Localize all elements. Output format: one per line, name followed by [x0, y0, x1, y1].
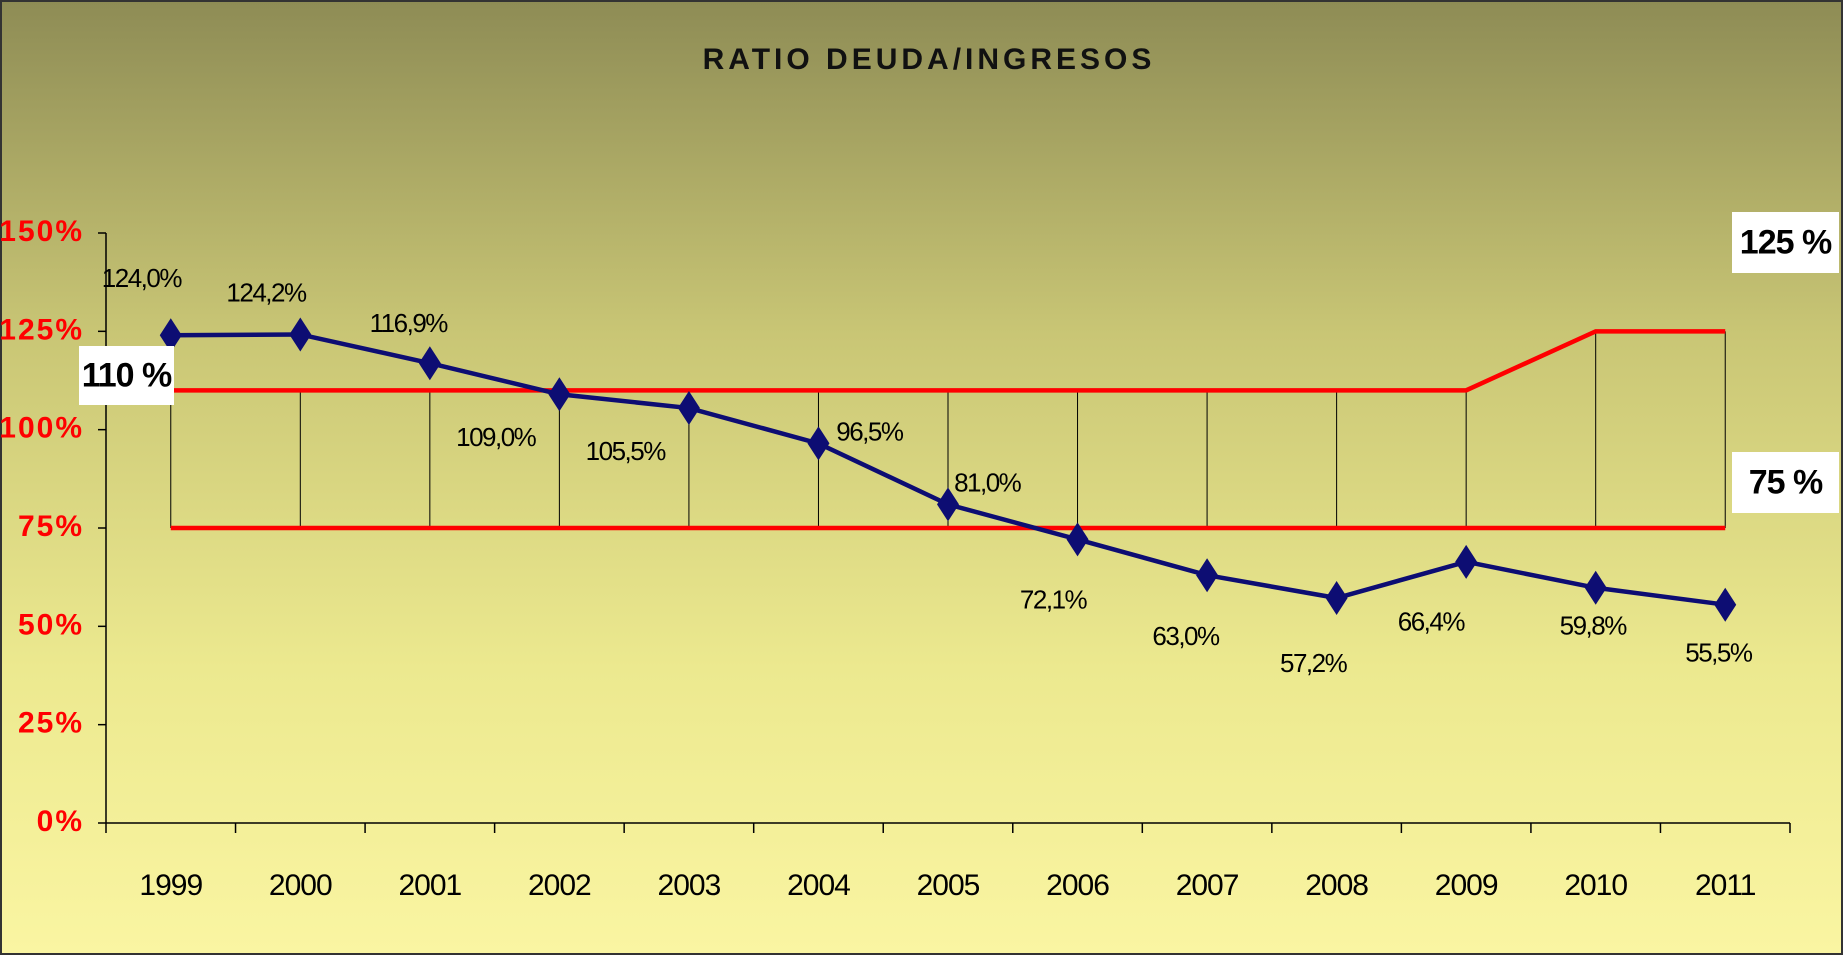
data-label: 72,1% [1020, 584, 1088, 614]
x-tick-label: 2000 [269, 869, 332, 902]
data-label: 109,0% [456, 422, 537, 452]
marker [159, 318, 182, 353]
annotation-box [79, 346, 174, 405]
annotation-box [1732, 212, 1839, 273]
x-tick-label: 1999 [139, 869, 202, 902]
marker [1584, 570, 1607, 605]
x-tick-label: 2003 [658, 869, 721, 902]
marker [1196, 558, 1219, 593]
y-tick-label: 50% [18, 608, 84, 641]
marker [1325, 581, 1348, 616]
y-tick-label: 125% [0, 313, 84, 346]
data-label: 96,5% [836, 416, 904, 446]
data-label: 116,9% [370, 308, 449, 338]
annotation-box [1732, 452, 1839, 513]
marker [677, 391, 700, 426]
data-label: 105,5% [586, 436, 667, 466]
x-tick-label: 2001 [398, 869, 461, 902]
chart-title: RATIO DEUDA/INGRESOS [703, 43, 1156, 76]
data-label: 124,0% [102, 263, 183, 293]
data-label: 59,8% [1560, 611, 1628, 641]
y-tick-label: 150% [0, 215, 84, 248]
annotation: 110 % [82, 356, 172, 394]
series-line [170, 329, 1726, 393]
data-label: 81,0% [954, 467, 1022, 497]
y-tick-label: 75% [18, 510, 84, 543]
data-label: 63,0% [1152, 621, 1220, 651]
x-tick-label: 2010 [1564, 869, 1627, 902]
x-tick-label: 2006 [1046, 869, 1109, 902]
data-label: 124,2% [226, 277, 307, 307]
marker [548, 377, 571, 412]
x-tick-label: 2008 [1305, 869, 1368, 902]
data-label: 57,2% [1280, 648, 1348, 678]
x-tick-label: 2005 [917, 869, 980, 902]
annotation: 125 % [1740, 223, 1832, 261]
marker [418, 346, 441, 381]
x-tick-label: 2011 [1695, 869, 1756, 902]
annotation: 75 % [1749, 463, 1823, 501]
marker [1066, 522, 1089, 557]
y-tick-label: 25% [18, 707, 84, 740]
y-tick-label: 100% [0, 412, 84, 445]
data-label: 55,5% [1685, 638, 1753, 668]
x-tick-label: 2007 [1176, 869, 1239, 902]
marker [289, 317, 312, 352]
marker [1714, 587, 1737, 622]
marker [937, 487, 959, 522]
marker [807, 426, 830, 461]
x-tick-label: 2009 [1435, 869, 1498, 902]
x-tick-label: 2004 [787, 869, 850, 902]
x-tick-label: 2002 [528, 869, 591, 902]
marker [1455, 544, 1478, 579]
y-tick-label: 0% [37, 805, 84, 838]
data-label: 66,4% [1398, 607, 1466, 637]
